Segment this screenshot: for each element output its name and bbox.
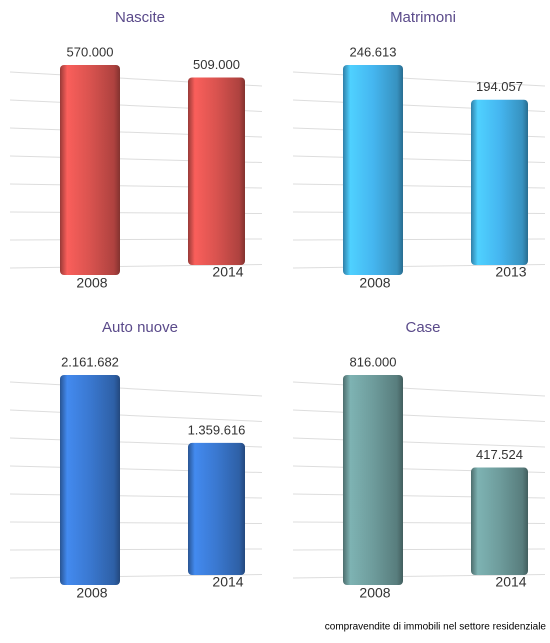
backdrop-line bbox=[292, 437, 546, 448]
bar bbox=[343, 65, 403, 275]
x-tick-label: 2013 bbox=[495, 264, 526, 280]
x-tick-label: 2014 bbox=[495, 574, 526, 590]
value-label: 194.057 bbox=[476, 79, 523, 94]
x-tick-label: 2008 bbox=[359, 275, 390, 291]
footnote: compravendite di immobili nel settore re… bbox=[325, 622, 547, 633]
backdrop-line bbox=[292, 409, 546, 422]
backdrop-line bbox=[292, 71, 546, 87]
x-tick-label: 2008 bbox=[76, 275, 107, 291]
chart-title: Matrimoni bbox=[390, 9, 456, 26]
backdrop-line bbox=[9, 574, 263, 579]
value-label: 2.161.682 bbox=[61, 354, 119, 369]
value-label: 417.524 bbox=[476, 447, 523, 462]
bar bbox=[60, 65, 120, 275]
value-label: 246.613 bbox=[350, 44, 397, 59]
x-tick-label: 2014 bbox=[212, 574, 243, 590]
backdrop-line bbox=[9, 381, 263, 397]
bar bbox=[343, 375, 403, 585]
bar bbox=[188, 442, 245, 575]
value-label: 509.000 bbox=[193, 57, 240, 72]
x-tick-label: 2014 bbox=[212, 264, 243, 280]
backdrop-line bbox=[9, 264, 263, 269]
bar bbox=[188, 77, 245, 265]
bar bbox=[471, 467, 528, 575]
bar bbox=[471, 99, 528, 265]
x-tick-label: 2008 bbox=[359, 585, 390, 601]
value-label: 816.000 bbox=[350, 354, 397, 369]
chart-title: Auto nuove bbox=[102, 319, 178, 336]
chart-title: Nascite bbox=[115, 9, 165, 26]
chart-title: Case bbox=[405, 319, 440, 336]
backdrop-line bbox=[292, 574, 546, 579]
backdrop-line bbox=[292, 381, 546, 397]
backdrop-line bbox=[292, 264, 546, 269]
backdrop-line bbox=[9, 409, 263, 422]
x-tick-label: 2008 bbox=[76, 585, 107, 601]
value-label: 1.359.616 bbox=[188, 422, 246, 437]
bar bbox=[60, 375, 120, 585]
value-label: 570.000 bbox=[67, 44, 114, 59]
